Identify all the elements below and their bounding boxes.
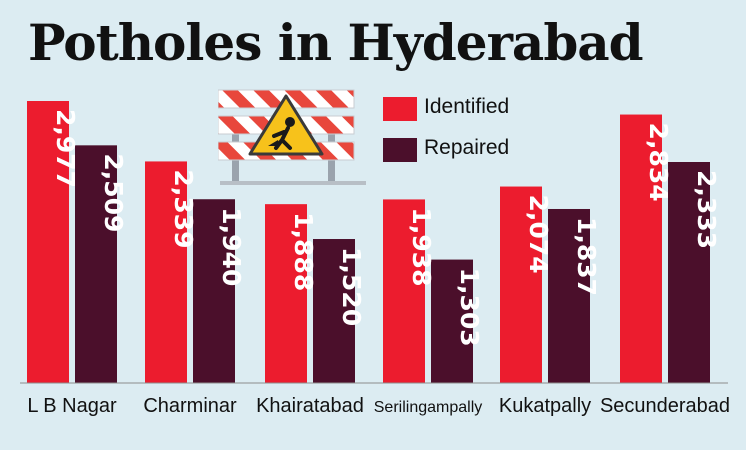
data-label-identified-l-b-nagar: 2,977	[51, 109, 80, 188]
legend-label-repaired: Repaired	[424, 136, 510, 159]
chart-title: Potholes in Hyderabad	[28, 13, 644, 72]
data-label-identified-kukatpally: 2,074	[524, 195, 553, 274]
data-label-repaired-charminar: 1,940	[217, 207, 246, 286]
data-label-identified-secunderabad: 2,834	[644, 123, 673, 202]
bar-identified-charminar	[145, 161, 187, 383]
category-label-l-b-nagar: L B Nagar	[27, 395, 117, 417]
bar-repaired-kukatpally	[548, 208, 590, 383]
legend-swatch-repaired	[383, 138, 417, 162]
road-work-barrier-icon	[218, 89, 366, 185]
category-label-serilingampally: Serilingampally	[374, 399, 483, 416]
data-label-identified-serilingampally: 1,938	[407, 207, 436, 286]
data-label-repaired-l-b-nagar: 2,509	[99, 153, 128, 232]
bar-repaired-secunderabad	[668, 162, 710, 383]
data-label-repaired-serilingampally: 1,303	[455, 268, 484, 347]
bar-repaired-serilingampally	[431, 259, 473, 383]
legend-swatch-identified	[383, 97, 417, 121]
bar-repaired-charminar	[193, 199, 235, 383]
data-label-repaired-khairatabad: 1,520	[337, 247, 366, 326]
data-label-repaired-secunderabad: 2,333	[692, 170, 721, 249]
legend-label-identified: Identified	[424, 95, 510, 118]
bar-identified-l-b-nagar	[27, 101, 69, 383]
bar-identified-secunderabad	[620, 114, 662, 384]
bar-identified-kukatpally	[500, 186, 542, 383]
category-label-kukatpally: Kukatpally	[499, 395, 591, 417]
bar-identified-khairatabad	[265, 204, 307, 383]
bar-repaired-l-b-nagar	[75, 145, 117, 383]
data-label-identified-charminar: 2,339	[169, 169, 198, 248]
bar-identified-serilingampally	[383, 199, 425, 383]
category-label-charminar: Charminar	[143, 395, 237, 417]
bar-repaired-khairatabad	[313, 239, 355, 383]
category-label-khairatabad: Khairatabad	[256, 395, 364, 417]
category-label-secunderabad: Secunderabad	[600, 395, 730, 417]
data-label-repaired-kukatpally: 1,837	[572, 217, 601, 296]
data-label-identified-khairatabad: 1,888	[289, 212, 318, 291]
